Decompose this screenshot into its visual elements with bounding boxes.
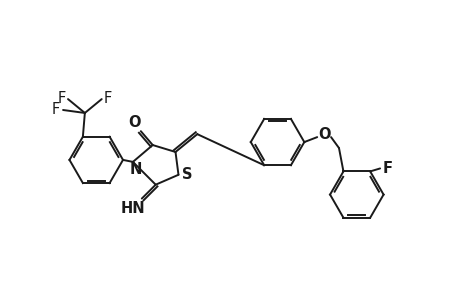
Text: S: S <box>182 167 192 182</box>
Text: HN: HN <box>120 201 145 216</box>
Text: O: O <box>317 127 330 142</box>
Text: F: F <box>52 103 60 118</box>
Text: O: O <box>129 115 141 130</box>
Text: F: F <box>382 161 392 176</box>
Text: F: F <box>103 91 112 106</box>
Text: N: N <box>129 162 142 177</box>
Text: F: F <box>58 91 66 106</box>
